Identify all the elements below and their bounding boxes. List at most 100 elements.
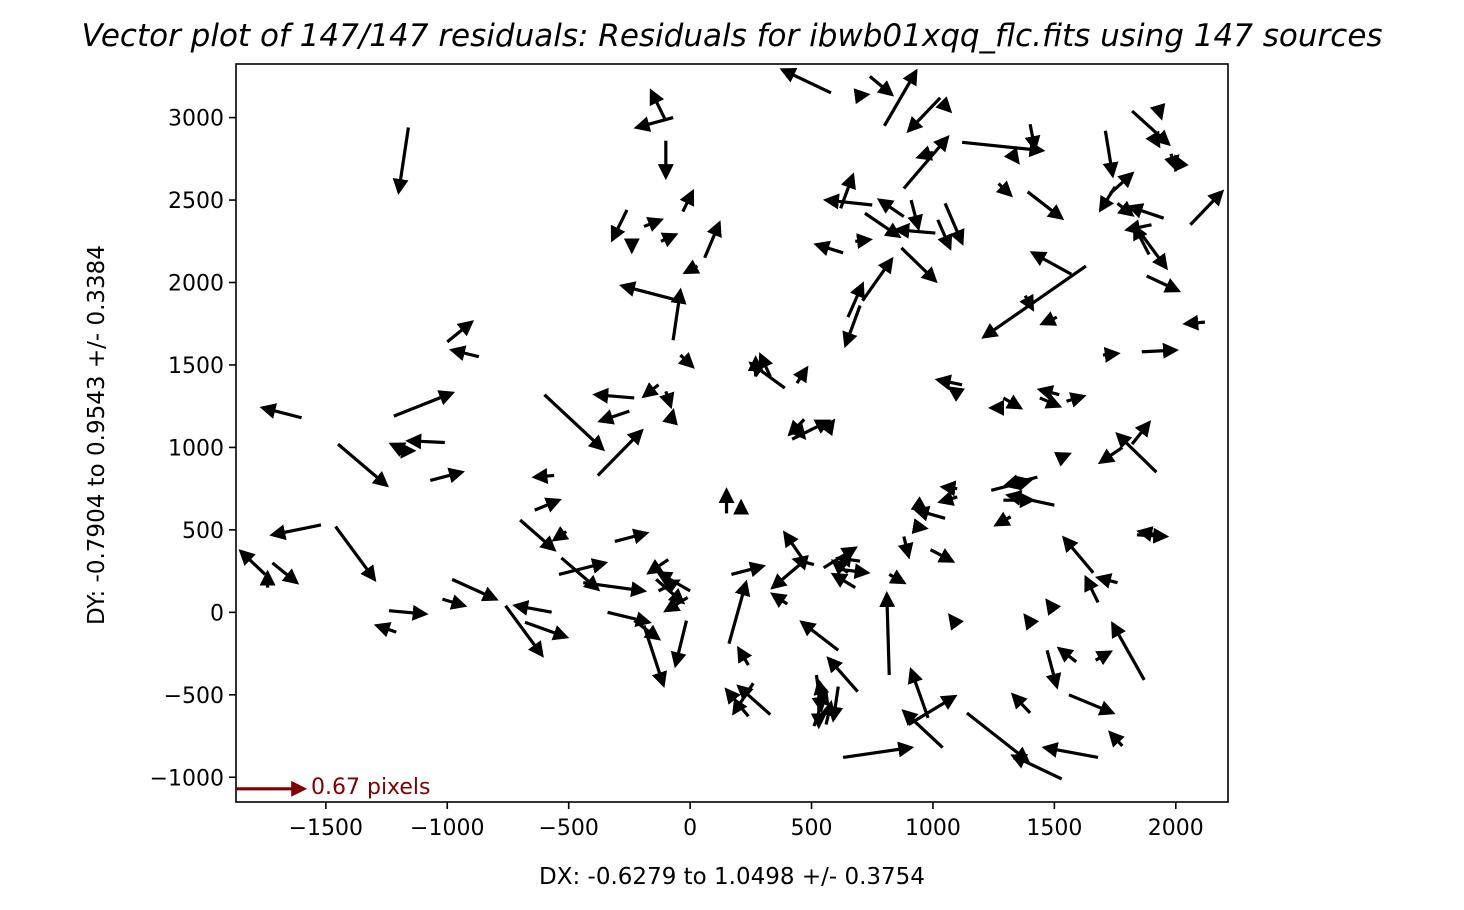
- residual-vector: [269, 523, 322, 541]
- residual-vector: [1149, 103, 1166, 121]
- residual-vector: [787, 418, 806, 437]
- residual-vector: [910, 496, 929, 512]
- residual-vector: [727, 579, 751, 645]
- residual-vector: [1056, 646, 1078, 664]
- residual-vector: [1111, 621, 1146, 681]
- residual-vector: [633, 116, 674, 132]
- residual-vector: [596, 428, 644, 477]
- residual-vector: [238, 549, 267, 576]
- residual-vector: [643, 217, 664, 232]
- y-tick-label: 1500: [168, 354, 224, 379]
- x-axis-ticks: −1500 −1000 −500 0 500 1000 1500 2000: [289, 802, 1204, 841]
- residual-vector: [1108, 730, 1125, 748]
- residual-vector: [524, 620, 570, 641]
- residual-vector: [1026, 190, 1065, 221]
- residual-vector: [900, 246, 938, 284]
- residual-vector: [1164, 153, 1180, 172]
- residual-vector: [799, 620, 840, 652]
- residual-vector: [1010, 692, 1032, 715]
- residual-vector: [1010, 754, 1063, 781]
- residual-vector: [907, 667, 930, 719]
- y-tick-label: 2000: [168, 272, 224, 297]
- residual-vector: [271, 561, 300, 585]
- x-tick-label: −1500: [289, 816, 363, 841]
- residual-vector: [912, 505, 946, 522]
- residual-vector: [597, 409, 630, 425]
- residual-vector: [446, 320, 475, 344]
- residual-vector: [947, 386, 966, 402]
- residual-vector: [583, 581, 648, 598]
- residual-vector: [770, 592, 789, 609]
- residual-vector: [670, 620, 689, 669]
- residual-vector: [641, 382, 660, 399]
- residual-vector: [388, 604, 429, 621]
- vector-field: [238, 68, 1225, 781]
- residual-vector: [259, 403, 302, 420]
- residual-vector: [934, 374, 963, 391]
- residual-vector: [911, 518, 929, 534]
- residual-vector: [1003, 147, 1020, 165]
- residual-vector: [893, 222, 936, 239]
- residual-vector: [842, 305, 862, 349]
- residual-vector: [835, 551, 861, 568]
- y-tick-label: 0: [210, 601, 224, 626]
- residual-vector: [519, 518, 557, 552]
- residual-vector: [907, 199, 923, 232]
- residual-vector: [642, 625, 668, 688]
- residual-vector: [449, 345, 480, 361]
- residual-vector: [936, 219, 953, 251]
- residual-vector: [1189, 189, 1225, 226]
- residual-vector: [610, 209, 629, 243]
- residual-vector: [551, 525, 570, 542]
- residual-vector: [1124, 219, 1152, 236]
- residual-vector: [1130, 420, 1152, 446]
- residual-vector: [670, 287, 687, 341]
- residual-vector: [901, 709, 944, 749]
- residual-vector: [1174, 154, 1189, 173]
- x-tick-label: 0: [683, 816, 697, 841]
- residual-vector: [1045, 598, 1062, 616]
- scale-key-label: 0.67 pixels: [311, 775, 431, 800]
- residual-vector: [1053, 452, 1072, 467]
- residual-vector: [558, 558, 609, 576]
- residual-vector: [1115, 432, 1158, 474]
- residual-vector: [792, 365, 809, 384]
- x-tick-label: −1000: [410, 816, 484, 841]
- y-tick-label: 3000: [168, 107, 224, 132]
- residual-vector: [1084, 574, 1100, 604]
- residual-vector: [882, 68, 918, 127]
- residual-vector: [1145, 274, 1182, 293]
- residual-vector: [993, 511, 1012, 527]
- residual-vector: [405, 433, 445, 450]
- chart-title: Vector plot of 147/147 residuals: Residu…: [81, 18, 1382, 54]
- residual-vector: [981, 264, 1087, 339]
- residual-vector: [393, 390, 456, 418]
- residual-vector: [724, 687, 750, 718]
- residual-vector: [868, 75, 895, 97]
- residual-vector: [607, 610, 652, 628]
- residual-vector: [961, 140, 1046, 158]
- residual-vector: [1002, 394, 1024, 410]
- residual-vector: [1066, 392, 1087, 408]
- residual-vector: [1102, 130, 1119, 179]
- residual-vector: [682, 259, 701, 275]
- residual-vector: [782, 530, 806, 563]
- y-tick-label: 2500: [168, 189, 224, 214]
- residual-vector: [897, 536, 914, 560]
- x-axis-label: DX: -0.6279 to 1.0498 +/- 0.3754: [539, 864, 925, 890]
- residual-vector: [879, 591, 896, 676]
- residual-vector: [876, 198, 905, 218]
- x-tick-label: 1000: [905, 816, 961, 841]
- residual-vector: [855, 233, 873, 250]
- residual-vector: [965, 711, 1031, 763]
- residual-vector: [736, 684, 772, 716]
- residual-vector: [1145, 130, 1161, 149]
- scale-key: 0.67 pixels: [236, 775, 431, 800]
- residual-vector: [1116, 200, 1135, 217]
- residual-vector: [1136, 526, 1157, 542]
- residual-vector: [902, 134, 950, 190]
- residual-vector: [1019, 293, 1035, 312]
- residual-vector: [1039, 311, 1058, 326]
- residual-vector: [826, 656, 859, 693]
